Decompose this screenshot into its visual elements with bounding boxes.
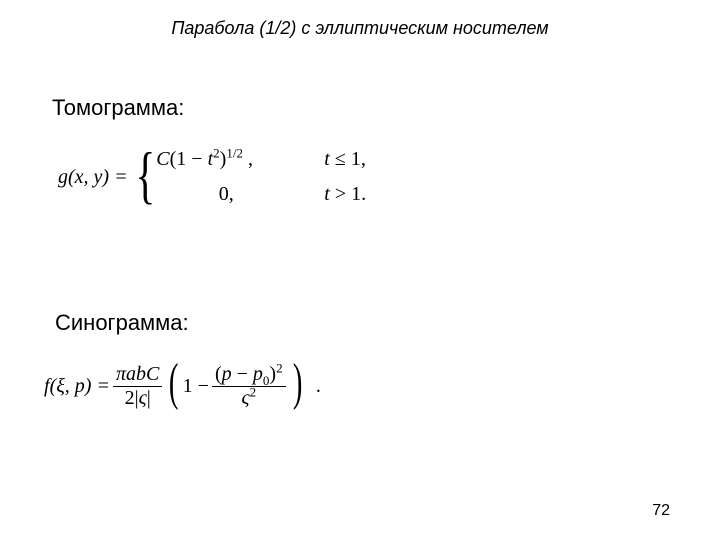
frac-inner: (p − p0)2 ς2 — [212, 364, 286, 409]
left-paren-icon: ( — [169, 357, 179, 409]
txt-one-minus: 1 − — [183, 375, 209, 398]
sinogram-heading: Синограмма: — [55, 310, 189, 336]
sup-2: 2 — [276, 360, 283, 375]
case1-expr: C(1 − t2)1/2 , — [156, 148, 296, 171]
frac-main-num: πabC — [113, 364, 162, 385]
sym-C: C — [156, 148, 169, 170]
sym-abC: abC — [126, 363, 159, 385]
trailing-period: . — [316, 375, 321, 398]
frac-inner-den: ς2 — [238, 388, 259, 409]
inner-expr: 1 − (p − p0)2 ς2 — [183, 364, 289, 409]
sup-2: 2 — [250, 384, 257, 399]
txt: ( — [215, 363, 222, 385]
slide-page: Парабола (1/2) с эллиптическим носителем… — [0, 0, 720, 540]
frac-inner-num: (p − p0)2 — [212, 364, 286, 385]
right-paren-icon: ) — [292, 357, 302, 409]
tomogram-formula: g(x, y) = { C(1 − t2)1/2 , t ≤ 1, 0, t >… — [58, 145, 366, 209]
sym-sigma: ς — [241, 387, 249, 409]
case2-expr: 0, — [156, 183, 296, 206]
txt: (1 − — [170, 148, 208, 170]
txt: ≤ 1, — [330, 148, 366, 170]
num-2: 2 — [125, 387, 135, 409]
args: (ξ, p) = — [50, 375, 110, 397]
sym-p: p — [253, 363, 263, 385]
formula2-lhs: f(ξ, p) = — [44, 375, 110, 398]
left-brace-icon: { — [135, 143, 155, 207]
txt: − — [232, 363, 253, 385]
case2-cond: t > 1. — [324, 183, 366, 206]
page-title: Парабола (1/2) с эллиптическим носителем — [0, 18, 720, 39]
sup-half: 1/2 — [226, 145, 243, 160]
formula1-lhs: g(x, y) = — [58, 166, 128, 189]
tomogram-heading: Томограмма: — [52, 95, 184, 121]
sym-sigma: ς — [139, 387, 147, 409]
txt: > 1. — [330, 183, 366, 205]
case-row-2: 0, t > 1. — [156, 183, 366, 206]
page-number: 72 — [652, 502, 670, 520]
sym-pi: π — [116, 363, 126, 385]
txt: , — [243, 148, 253, 170]
case1-cond: t ≤ 1, — [324, 148, 366, 171]
frac-main-den: 2|ς| — [122, 388, 154, 409]
sym-p: p — [222, 363, 232, 385]
frac-main: πabC 2|ς| — [113, 364, 162, 409]
piecewise-cases: C(1 − t2)1/2 , t ≤ 1, 0, t > 1. — [156, 148, 366, 206]
case-row-1: C(1 − t2)1/2 , t ≤ 1, — [156, 148, 366, 171]
sinogram-formula: f(ξ, p) = πabC 2|ς| ( 1 − (p − p0)2 ς2 — [44, 360, 321, 412]
